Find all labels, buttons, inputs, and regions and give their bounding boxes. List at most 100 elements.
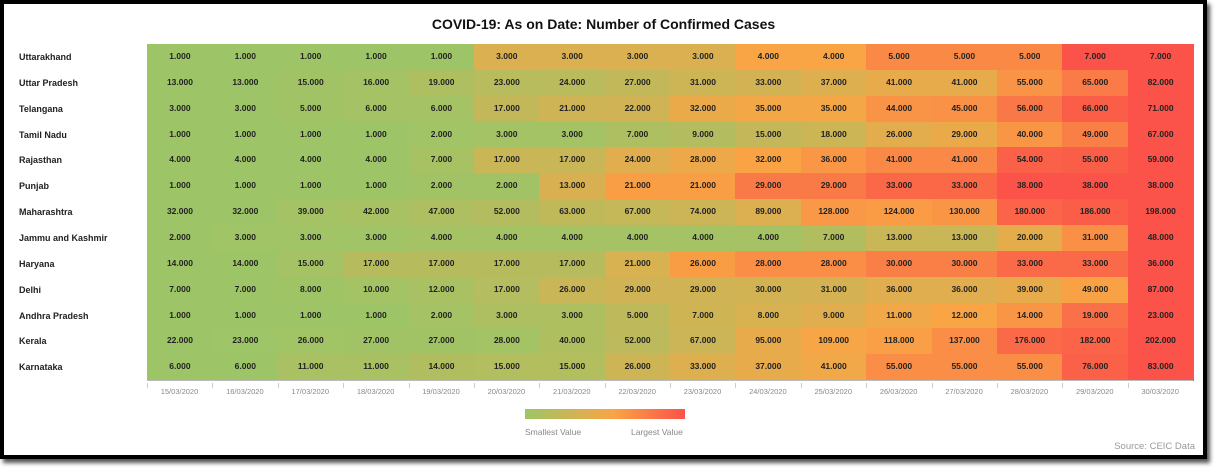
heatmap-cell[interactable]: 83.000 <box>1127 354 1194 381</box>
heatmap-cell[interactable]: 26.000 <box>670 250 736 278</box>
heatmap-cell[interactable]: 32.000 <box>735 147 802 174</box>
heatmap-cell[interactable]: 4.000 <box>800 44 867 71</box>
heatmap-cell[interactable]: 29.000 <box>604 276 671 303</box>
heatmap-cell[interactable]: 3.000 <box>212 224 279 252</box>
heatmap-cell[interactable]: 13.000 <box>539 173 606 200</box>
heatmap-cell[interactable]: 35.000 <box>735 95 802 123</box>
heatmap-cell[interactable]: 22.000 <box>147 328 213 355</box>
heatmap-cell[interactable]: 76.000 <box>1062 354 1129 381</box>
heatmap-cell[interactable]: 71.000 <box>1127 95 1194 123</box>
heatmap-cell[interactable]: 202.000 <box>1127 328 1194 355</box>
heatmap-cell[interactable]: 32.000 <box>147 199 213 226</box>
heatmap-cell[interactable]: 33.000 <box>670 354 736 381</box>
heatmap-cell[interactable]: 176.000 <box>996 328 1063 355</box>
heatmap-cell[interactable]: 4.000 <box>670 224 736 252</box>
heatmap-cell[interactable]: 3.000 <box>473 121 540 148</box>
heatmap-cell[interactable]: 2.000 <box>408 121 475 148</box>
heatmap-cell[interactable]: 11.000 <box>343 354 409 381</box>
heatmap-cell[interactable]: 35.000 <box>800 95 867 123</box>
heatmap-cell[interactable]: 54.000 <box>996 147 1063 174</box>
heatmap-cell[interactable]: 66.000 <box>1062 95 1129 123</box>
heatmap-cell[interactable]: 55.000 <box>931 354 998 381</box>
heatmap-cell[interactable]: 1.000 <box>212 173 279 200</box>
heatmap-cell[interactable]: 15.000 <box>735 121 802 148</box>
heatmap-cell[interactable]: 36.000 <box>866 276 932 303</box>
heatmap-cell[interactable]: 47.000 <box>408 199 475 226</box>
heatmap-cell[interactable]: 1.000 <box>343 121 409 148</box>
heatmap-cell[interactable]: 4.000 <box>473 224 540 252</box>
heatmap-cell[interactable]: 1.000 <box>343 44 409 71</box>
heatmap-cell[interactable]: 26.000 <box>604 354 671 381</box>
heatmap-cell[interactable]: 7.000 <box>604 121 671 148</box>
heatmap-cell[interactable]: 1.000 <box>212 302 279 329</box>
heatmap-cell[interactable]: 2.000 <box>408 173 475 200</box>
heatmap-cell[interactable]: 19.000 <box>1062 302 1129 329</box>
heatmap-cell[interactable]: 17.000 <box>473 147 540 174</box>
heatmap-cell[interactable]: 14.000 <box>996 302 1063 329</box>
heatmap-cell[interactable]: 40.000 <box>996 121 1063 148</box>
heatmap-cell[interactable]: 30.000 <box>931 250 998 278</box>
heatmap-cell[interactable]: 13.000 <box>212 69 279 97</box>
heatmap-cell[interactable]: 1.000 <box>212 44 279 71</box>
heatmap-cell[interactable]: 12.000 <box>931 302 998 329</box>
heatmap-cell[interactable]: 52.000 <box>604 328 671 355</box>
heatmap-cell[interactable]: 17.000 <box>473 250 540 278</box>
heatmap-cell[interactable]: 109.000 <box>800 328 867 355</box>
heatmap-cell[interactable]: 32.000 <box>212 199 279 226</box>
heatmap-cell[interactable]: 1.000 <box>277 121 344 148</box>
heatmap-cell[interactable]: 17.000 <box>539 147 606 174</box>
heatmap-cell[interactable]: 3.000 <box>212 95 279 123</box>
heatmap-cell[interactable]: 3.000 <box>147 95 213 123</box>
heatmap-cell[interactable]: 5.000 <box>604 302 671 329</box>
heatmap-cell[interactable]: 37.000 <box>800 69 867 97</box>
heatmap-cell[interactable]: 4.000 <box>604 224 671 252</box>
heatmap-cell[interactable]: 55.000 <box>1062 147 1129 174</box>
heatmap-cell[interactable]: 48.000 <box>1127 224 1194 252</box>
heatmap-cell[interactable]: 15.000 <box>539 354 606 381</box>
heatmap-cell[interactable]: 124.000 <box>866 199 932 226</box>
heatmap-cell[interactable]: 118.000 <box>866 328 932 355</box>
heatmap-cell[interactable]: 17.000 <box>343 250 409 278</box>
heatmap-cell[interactable]: 55.000 <box>996 69 1063 97</box>
heatmap-cell[interactable]: 15.000 <box>277 250 344 278</box>
heatmap-cell[interactable]: 7.000 <box>800 224 867 252</box>
heatmap-cell[interactable]: 28.000 <box>735 250 802 278</box>
heatmap-cell[interactable]: 130.000 <box>931 199 998 226</box>
heatmap-cell[interactable]: 16.000 <box>343 69 409 97</box>
heatmap-cell[interactable]: 27.000 <box>604 69 671 97</box>
heatmap-cell[interactable]: 28.000 <box>670 147 736 174</box>
heatmap-cell[interactable]: 3.000 <box>343 224 409 252</box>
heatmap-cell[interactable]: 186.000 <box>1062 199 1129 226</box>
heatmap-cell[interactable]: 19.000 <box>408 69 475 97</box>
heatmap-cell[interactable]: 41.000 <box>800 354 867 381</box>
heatmap-cell[interactable]: 39.000 <box>996 276 1063 303</box>
heatmap-cell[interactable]: 49.000 <box>1062 276 1129 303</box>
heatmap-cell[interactable]: 1.000 <box>147 173 213 200</box>
heatmap-cell[interactable]: 4.000 <box>539 224 606 252</box>
heatmap-cell[interactable]: 24.000 <box>539 69 606 97</box>
heatmap-cell[interactable]: 23.000 <box>212 328 279 355</box>
heatmap-cell[interactable]: 4.000 <box>735 224 802 252</box>
heatmap-cell[interactable]: 1.000 <box>277 44 344 71</box>
heatmap-cell[interactable]: 3.000 <box>539 121 606 148</box>
heatmap-cell[interactable]: 14.000 <box>212 250 279 278</box>
heatmap-cell[interactable]: 6.000 <box>212 354 279 381</box>
heatmap-cell[interactable]: 33.000 <box>1062 250 1129 278</box>
heatmap-cell[interactable]: 128.000 <box>800 199 867 226</box>
heatmap-cell[interactable]: 33.000 <box>996 250 1063 278</box>
heatmap-cell[interactable]: 26.000 <box>866 121 932 148</box>
heatmap-cell[interactable]: 198.000 <box>1127 199 1194 226</box>
heatmap-cell[interactable]: 137.000 <box>931 328 998 355</box>
heatmap-cell[interactable]: 21.000 <box>604 173 671 200</box>
heatmap-cell[interactable]: 33.000 <box>931 173 998 200</box>
heatmap-cell[interactable]: 7.000 <box>408 147 475 174</box>
heatmap-cell[interactable]: 3.000 <box>473 44 540 71</box>
heatmap-cell[interactable]: 1.000 <box>343 173 409 200</box>
heatmap-cell[interactable]: 24.000 <box>604 147 671 174</box>
heatmap-cell[interactable]: 8.000 <box>277 276 344 303</box>
heatmap-cell[interactable]: 87.000 <box>1127 276 1194 303</box>
heatmap-cell[interactable]: 3.000 <box>604 44 671 71</box>
heatmap-cell[interactable]: 15.000 <box>277 69 344 97</box>
heatmap-cell[interactable]: 10.000 <box>343 276 409 303</box>
heatmap-cell[interactable]: 7.000 <box>670 302 736 329</box>
